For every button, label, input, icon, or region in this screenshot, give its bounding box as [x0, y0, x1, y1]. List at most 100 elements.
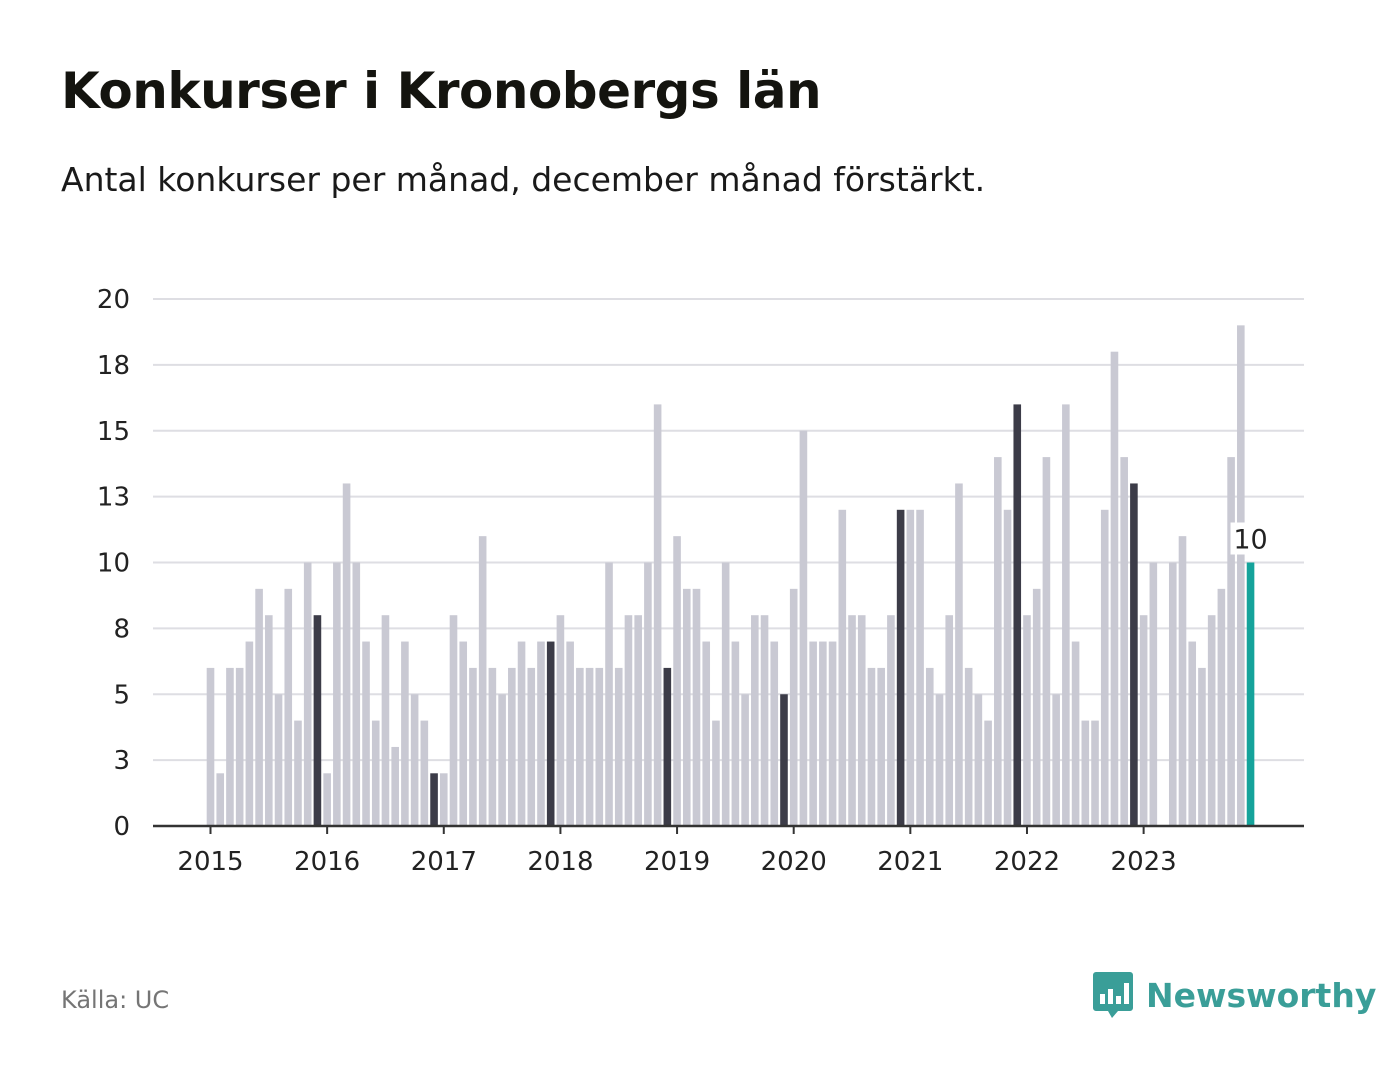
bar [1042, 457, 1051, 826]
bar [303, 562, 312, 826]
bar-december [663, 667, 672, 826]
bar [1062, 404, 1070, 826]
bar [634, 615, 642, 826]
bar [857, 615, 866, 826]
bar [605, 562, 613, 826]
bar [1237, 325, 1245, 826]
bar [206, 667, 215, 826]
bar [576, 667, 584, 826]
bar [517, 641, 526, 826]
bar [770, 641, 779, 826]
bar [624, 615, 633, 826]
bar [1032, 588, 1041, 826]
bar [459, 641, 468, 826]
bar [974, 694, 983, 826]
bar [255, 588, 263, 826]
bar [488, 667, 497, 826]
bar [1081, 720, 1090, 826]
x-tick-label: 2015 [177, 847, 243, 877]
bar [1100, 509, 1109, 826]
bar [342, 483, 351, 826]
bar [984, 720, 992, 826]
bar [819, 641, 827, 826]
bar [955, 483, 963, 826]
bar [381, 615, 390, 826]
bar [692, 588, 701, 826]
bar [1198, 667, 1206, 826]
bar [333, 562, 341, 826]
bar [566, 641, 574, 826]
bar [702, 641, 711, 826]
bar [994, 457, 1002, 826]
bar-december [1130, 483, 1138, 826]
y-tick-label: 13 [97, 483, 130, 513]
bar [916, 509, 924, 826]
bar [838, 509, 847, 826]
x-tick-label: 2019 [644, 847, 710, 877]
bar [585, 667, 594, 826]
bar [809, 641, 817, 826]
bar [906, 509, 915, 826]
source-label: Källa: UC [61, 986, 170, 1014]
bar [653, 404, 662, 826]
bar [595, 667, 604, 826]
bar [1120, 457, 1128, 826]
bar [1168, 562, 1177, 826]
latest-label-background [1230, 522, 1271, 555]
y-tick-label: 3 [113, 746, 130, 776]
bar [1052, 694, 1060, 826]
bar [1217, 588, 1226, 826]
bar-december [546, 641, 555, 826]
bar-december [1013, 404, 1022, 826]
bar [1091, 720, 1099, 826]
x-tick-label: 2021 [877, 847, 943, 877]
bar [682, 588, 691, 826]
x-axis: 2015 2016 2017 2018 2019 2020 2021 2022 2023 [153, 824, 1304, 877]
bar-december [896, 509, 905, 826]
bar [1207, 615, 1216, 826]
chart-title: Konkurser i Kronobergs län [61, 62, 822, 120]
bar [352, 562, 361, 826]
bar [401, 641, 409, 826]
bar [226, 667, 234, 826]
bar [498, 694, 506, 826]
bar [751, 615, 759, 826]
bar [294, 720, 302, 826]
y-tick-label: 18 [97, 351, 130, 381]
bar [828, 641, 837, 826]
bar [469, 667, 477, 826]
bar [449, 615, 458, 826]
bar-latest [1246, 562, 1255, 826]
bar [1071, 641, 1080, 826]
bar [265, 615, 273, 826]
bar [1023, 615, 1031, 826]
bar [391, 746, 399, 826]
bar [1003, 509, 1012, 826]
bar [848, 615, 856, 826]
bar-december [313, 615, 322, 826]
x-tick-label: 2023 [1111, 847, 1177, 877]
y-tick-label: 10 [97, 549, 130, 579]
bar [1227, 457, 1235, 826]
x-tick-label: 2022 [994, 847, 1060, 877]
bar [284, 588, 293, 826]
x-tick-label: 2016 [294, 847, 360, 877]
chart-subtitle: Antal konkurser per månad, december måna… [61, 160, 986, 199]
bar [799, 430, 808, 826]
bar [478, 536, 487, 826]
bar [867, 667, 876, 826]
bar-december [780, 694, 788, 826]
bars [206, 325, 1255, 826]
bar [527, 667, 536, 826]
bar [964, 667, 973, 826]
bar [1139, 615, 1148, 826]
bar [245, 641, 254, 826]
bar [274, 694, 283, 826]
brand-name: Newsworthy [1146, 975, 1377, 1015]
bar-december [430, 773, 438, 826]
bar [508, 667, 516, 826]
newsworthy-logo[interactable]: Newsworthy [1092, 970, 1376, 1020]
bar [877, 667, 885, 826]
bar [1178, 536, 1187, 826]
